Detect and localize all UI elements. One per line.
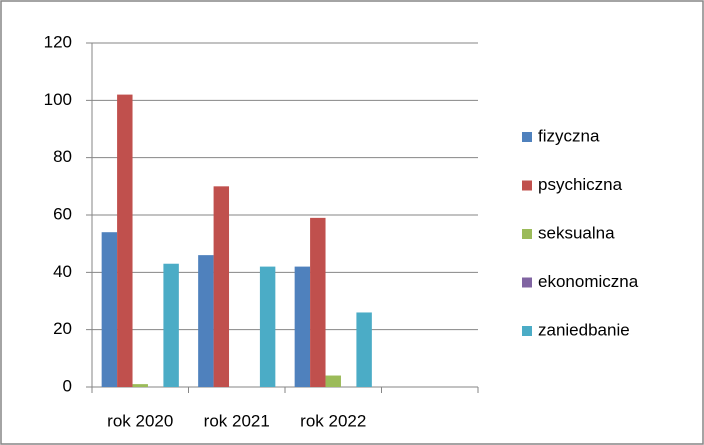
bar	[101, 232, 118, 387]
bar	[163, 263, 179, 387]
bar	[325, 375, 341, 387]
bar	[310, 217, 326, 387]
x-tick-label: rok 2020	[107, 411, 173, 430]
legend-label: fizyczna	[538, 126, 600, 145]
bar	[132, 384, 148, 387]
y-tick-label: 0	[63, 376, 72, 395]
legend-swatch	[522, 180, 532, 191]
y-tick-label: 120	[44, 32, 72, 51]
legend-label: psychiczna	[538, 175, 623, 194]
legend-swatch	[522, 132, 532, 142]
y-tick-label: 80	[53, 147, 72, 166]
y-tick-label: 100	[44, 90, 72, 109]
bar	[356, 312, 372, 387]
bar	[213, 186, 230, 387]
bar	[198, 255, 214, 387]
y-tick-label: 20	[53, 319, 72, 338]
bar	[294, 266, 311, 387]
bar	[259, 266, 276, 387]
y-tick-label: 40	[53, 262, 72, 281]
x-tick-label: rok 2021	[204, 411, 270, 430]
legend-swatch	[522, 277, 532, 288]
bar	[117, 94, 133, 387]
y-tick-label: 60	[53, 204, 72, 223]
legend-label: zaniedbanie	[538, 320, 630, 339]
legend-label: seksualna	[538, 223, 615, 242]
x-tick-label: rok 2022	[300, 411, 366, 430]
legend-swatch	[522, 229, 532, 239]
legend-label: ekonomiczna	[538, 272, 639, 291]
legend-swatch	[522, 326, 532, 336]
